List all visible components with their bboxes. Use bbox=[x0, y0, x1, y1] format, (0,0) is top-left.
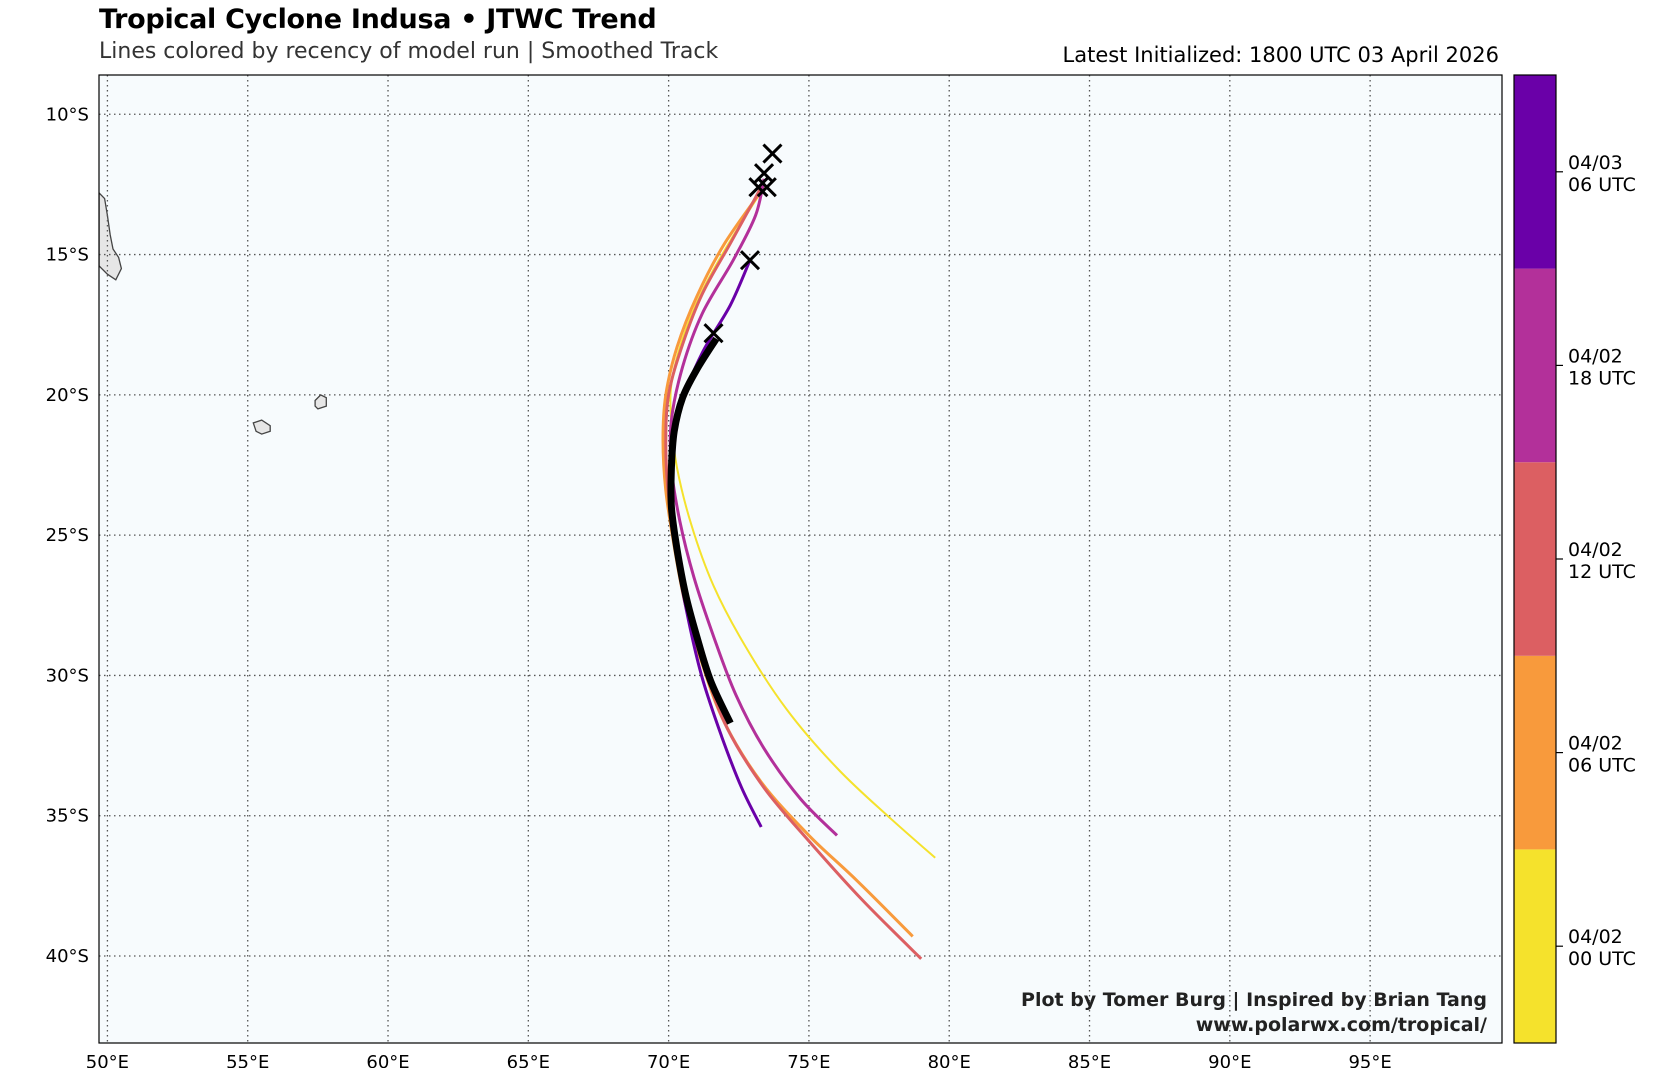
credit-author: Plot by Tomer Burg | Inspired by Brian T… bbox=[1021, 989, 1487, 1011]
colorbar-time-label: 18 UTC bbox=[1568, 367, 1636, 389]
latitude-tick-labels: 10°S 15°S 20°S 25°S 30°S 35°S 40°S bbox=[46, 104, 89, 967]
lon-tick-label: 70°E bbox=[647, 1052, 690, 1068]
colorbar-date-label: 04/02 bbox=[1568, 345, 1623, 367]
initial-position-marker bbox=[762, 143, 783, 164]
gridlines bbox=[99, 75, 1502, 1043]
lat-tick-label: 40°S bbox=[46, 946, 89, 967]
colorbar-band bbox=[1514, 462, 1556, 656]
lon-tick-label: 85°E bbox=[1068, 1052, 1111, 1068]
colorbar-time-label: 12 UTC bbox=[1568, 561, 1636, 583]
model-tracks bbox=[661, 178, 936, 960]
initial-position-marker bbox=[748, 177, 769, 198]
lon-tick-label: 55°E bbox=[226, 1052, 269, 1068]
longitude-tick-labels: 50°E 55°E 60°E 65°E 70°E 75°E 80°E 85°E 90°E 95°E bbox=[86, 1052, 1392, 1068]
land-layer bbox=[99, 191, 327, 435]
map-background bbox=[99, 75, 1502, 1043]
credit-url: www.polarwx.com/tropical/ bbox=[1196, 1014, 1487, 1036]
mauritius-land bbox=[314, 394, 327, 410]
track-line bbox=[667, 336, 734, 725]
colorbar-band bbox=[1514, 268, 1556, 463]
track-line bbox=[668, 178, 839, 837]
reunion-land bbox=[252, 419, 271, 435]
lat-tick-label: 15°S bbox=[46, 245, 89, 266]
lon-tick-label: 75°E bbox=[787, 1052, 830, 1068]
colorbar-date-label: 04/02 bbox=[1568, 926, 1623, 948]
latest-initialized-label: Latest Initialized: 1800 UTC 03 April 20… bbox=[1062, 43, 1499, 67]
lat-tick-label: 10°S bbox=[46, 104, 89, 125]
colorbar-date-label: 04/02 bbox=[1568, 733, 1623, 755]
lon-tick-label: 60°E bbox=[366, 1052, 409, 1068]
initial-position-marker bbox=[756, 177, 777, 198]
lon-tick-label: 90°E bbox=[1208, 1052, 1251, 1068]
initial-position-marker bbox=[739, 250, 761, 271]
initial-position-markers bbox=[703, 143, 783, 344]
colorbar-date-label: 04/03 bbox=[1568, 152, 1623, 174]
colorbar-time-label: 00 UTC bbox=[1568, 948, 1636, 970]
colorbar-time-label: 06 UTC bbox=[1568, 174, 1636, 196]
colorbar-band bbox=[1514, 655, 1556, 850]
initial-position-marker bbox=[703, 323, 724, 344]
lat-tick-label: 20°S bbox=[46, 385, 89, 406]
lon-tick-label: 95°E bbox=[1348, 1052, 1391, 1068]
lat-tick-label: 35°S bbox=[46, 806, 89, 827]
lat-tick-label: 30°S bbox=[46, 665, 89, 686]
colorbar-date-label: 04/02 bbox=[1568, 539, 1623, 561]
madagascar-coast-land bbox=[99, 191, 123, 281]
map-frame bbox=[98, 74, 1503, 1044]
lon-tick-label: 50°E bbox=[86, 1052, 129, 1068]
colorbar-band bbox=[1514, 75, 1556, 269]
chart-subtitle: Lines colored by recency of model run | … bbox=[99, 39, 719, 64]
lon-tick-label: 65°E bbox=[507, 1052, 550, 1068]
lat-tick-label: 25°S bbox=[46, 525, 89, 546]
lon-tick-label: 80°E bbox=[928, 1052, 971, 1068]
colorbar-band bbox=[1514, 849, 1556, 1043]
chart-title: Tropical Cyclone Indusa • JTWC Trend bbox=[99, 4, 657, 35]
colorbar-frame bbox=[1513, 74, 1557, 1044]
colorbar-time-label: 06 UTC bbox=[1568, 755, 1636, 777]
